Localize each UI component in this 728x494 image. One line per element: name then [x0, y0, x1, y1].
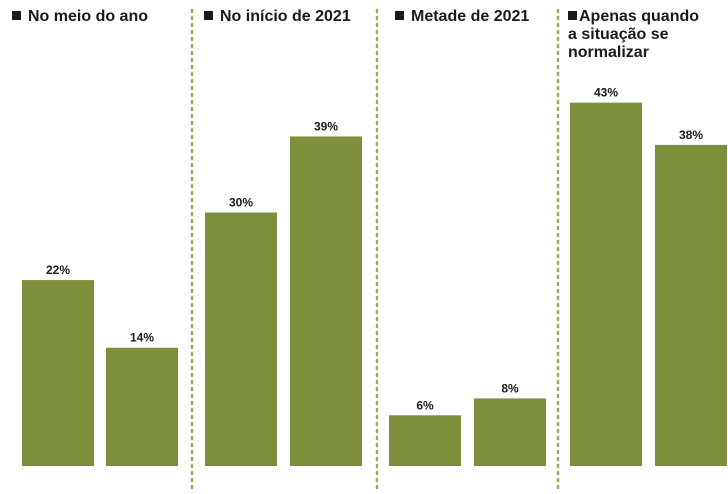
- legend-square-icon: [568, 11, 577, 20]
- legend-square-icon: [12, 11, 21, 20]
- legend-square-icon: [204, 11, 213, 20]
- bar-value-label: 8%: [501, 381, 519, 395]
- group-header-metade-2021: Metade de 2021: [395, 8, 529, 26]
- group-header-normalizar: Apenas quando a situação se normalizar: [568, 8, 699, 62]
- bar-value-label: 39%: [314, 119, 338, 133]
- bar-value-label: 22%: [46, 263, 70, 277]
- bar: [205, 212, 277, 466]
- group-label: No meio do ano: [28, 8, 148, 25]
- bar-value-label: 6%: [416, 398, 434, 412]
- group-header-inicio-2021: No início de 2021: [204, 8, 351, 26]
- group-header-meio-do-ano: No meio do ano: [12, 8, 148, 26]
- bar: [570, 102, 642, 467]
- group-label: Apenas quando a situação se normalizar: [568, 8, 700, 61]
- legend-square-icon: [395, 11, 404, 20]
- bar: [389, 415, 461, 466]
- bar: [474, 398, 546, 466]
- group-label: Metade de 2021: [411, 8, 530, 25]
- bar-value-label: 14%: [130, 331, 154, 345]
- bar-value-label: 43%: [594, 86, 618, 100]
- bar-value-label: 30%: [229, 196, 253, 210]
- bar: [655, 144, 727, 466]
- bar: [22, 280, 94, 466]
- group-label: No início de 2021: [220, 8, 351, 25]
- bar: [106, 347, 178, 466]
- bar: [290, 136, 362, 466]
- bar-value-label: 38%: [679, 128, 703, 142]
